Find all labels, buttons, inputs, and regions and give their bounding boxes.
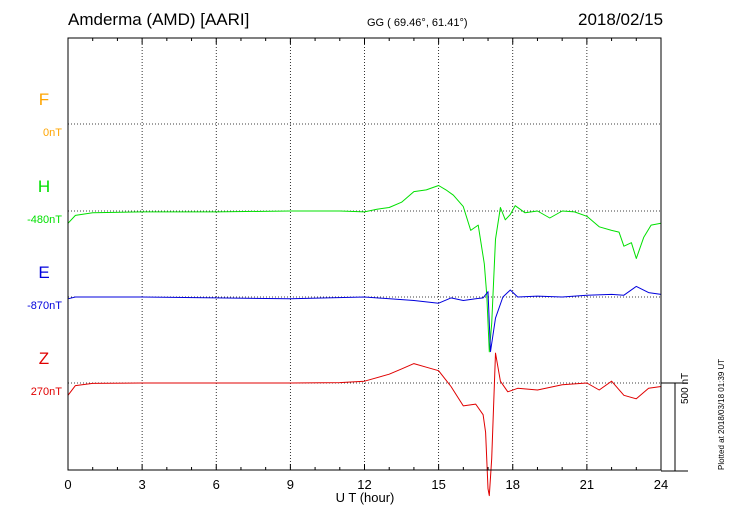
- scale-bar: [661, 382, 688, 472]
- x-tick-label: 15: [431, 477, 445, 492]
- plotted-timestamp: Plotted at 2018/03/18 01:39 UT: [717, 358, 726, 470]
- x-tick-label: 21: [580, 477, 594, 492]
- series-group: [67, 185, 662, 497]
- x-tick-label: 0: [64, 477, 71, 492]
- panel-label-F: F: [38, 90, 50, 109]
- panel-offset-F: 0nT: [43, 127, 62, 139]
- series-line-E: [67, 285, 662, 353]
- panel-offset-E: -870nT: [27, 300, 62, 312]
- x-axis-label: U T (hour): [335, 490, 395, 505]
- scale-bar-label: 500 nT: [680, 372, 691, 404]
- station-title: Amderma (AMD) [AARI]: [68, 10, 250, 29]
- geographic-coordinates: GG ( 69.46°, 61.41°): [367, 17, 468, 29]
- panel-offset-H: -480nT: [27, 214, 62, 226]
- panel-offset-Z: 270nT: [30, 386, 62, 398]
- x-tick-label: 9: [287, 477, 294, 492]
- grid-lines: [68, 38, 661, 470]
- x-tick-label: 18: [506, 477, 520, 492]
- plot-date: 2018/02/15: [578, 10, 664, 29]
- series-line-Z: [67, 352, 662, 497]
- series-line-H: [67, 185, 662, 353]
- panel-label-H: H: [37, 177, 51, 196]
- x-ticks: 0 3 6 9 12 15 18 21 24: [64, 38, 668, 492]
- x-tick-label: 3: [139, 477, 146, 492]
- x-tick-label: 6: [213, 477, 220, 492]
- panel-label-Z: Z: [38, 349, 50, 368]
- x-tick-label: 12: [357, 477, 371, 492]
- x-tick-label: 24: [654, 477, 668, 492]
- panel-label-E: E: [38, 263, 50, 282]
